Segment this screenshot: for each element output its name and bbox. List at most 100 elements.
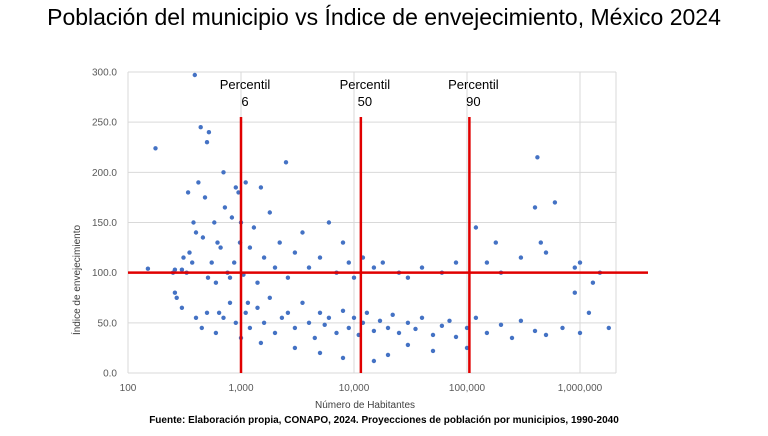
data-point [243,310,248,315]
data-point [577,260,583,265]
data-point [172,290,178,295]
y-axis-ticks: 0.0 50.0 100.0 150.0 200.0 250.0 300.0 [92,68,117,380]
data-point [145,266,151,271]
data-point [192,72,197,78]
data-point [577,330,583,336]
data-point [187,250,192,255]
data-point [258,185,264,190]
data-point [206,130,212,135]
data-point [204,140,210,145]
data-point [518,318,524,323]
y-tick-label: 150.0 [92,218,117,229]
data-point [204,310,210,315]
data-point [351,275,357,280]
data-point [532,205,538,210]
data-point [292,345,298,351]
chart-title: Población del municipio vs Índice de env… [47,4,721,30]
data-point [340,308,346,313]
x-axis-label: Número de Habitantes [315,400,415,411]
data-point [453,334,459,340]
data-point [484,260,490,265]
data-point [267,295,272,300]
data-point [261,320,267,325]
data-point [405,320,411,325]
data-point [196,180,201,185]
source-note: Fuente: Elaboración propia, CONAPO, 2024… [149,415,619,426]
data-point [247,245,253,250]
data-point [518,255,524,260]
data-point [215,240,220,245]
data-point [255,280,260,285]
y-tick-label: 100.0 [92,268,117,279]
data-point [317,310,323,315]
data-point [213,330,219,336]
data-point [509,335,515,341]
data-point [447,318,452,323]
data-point [493,240,498,245]
data-point [285,275,291,280]
data-point [181,255,186,260]
y-axis-label: Índice de envejecimiento [70,225,83,336]
data-point [385,352,391,358]
data-point [255,305,260,310]
x-tick-label: 100 [120,383,137,394]
data-point [283,160,289,165]
data-point [380,260,385,265]
data-point [473,225,479,230]
percentile-labels: Percentil 6 Percentil 50 Percentil 90 [220,77,499,109]
y-tick-label: 300.0 [92,68,117,79]
data-point [572,265,577,270]
data-point [364,310,370,315]
data-point [326,315,332,320]
percentile-label: Percentil [340,77,391,92]
data-point [277,240,282,245]
y-tick-label: 250.0 [92,118,117,129]
data-point [371,358,377,364]
data-point [292,250,298,255]
data-point [221,170,226,175]
data-point [229,215,235,220]
data-point [267,210,272,215]
data-point [405,275,411,280]
data-point [205,275,211,280]
data-point [272,330,278,336]
x-tick-label: 10,000 [339,383,370,394]
percentile-value: 50 [358,94,372,109]
x-tick-label: 1,000 [228,383,253,394]
data-point [193,230,199,235]
data-point [396,330,402,336]
data-point [212,220,217,225]
percentile-label: Percentil [220,77,271,92]
data-point [227,300,233,305]
data-point [179,267,185,272]
data-point [590,280,596,285]
data-point [199,325,204,331]
percentile-value: 90 [466,94,480,109]
data-point [247,325,253,331]
data-point [326,220,332,225]
data-point [413,326,418,332]
data-point [453,260,459,265]
data-point [306,320,312,325]
data-point [473,315,479,320]
data-point [538,240,543,245]
data-point [543,250,549,255]
data-point [377,318,383,323]
x-tick-label: 100,000 [449,383,486,394]
data-point [430,348,436,354]
data-point [279,315,285,320]
data-point [261,255,267,260]
data-point [390,312,395,317]
y-tick-label: 0.0 [103,369,117,380]
x-tick-label: 1,000,000 [558,383,603,394]
data-point [233,185,238,190]
data-point [272,265,278,270]
data-point [306,265,312,270]
reference-lines [128,117,648,373]
data-point [572,290,577,295]
data-point [174,295,179,300]
data-point [464,325,470,331]
data-point [202,195,208,200]
data-point [560,325,565,331]
